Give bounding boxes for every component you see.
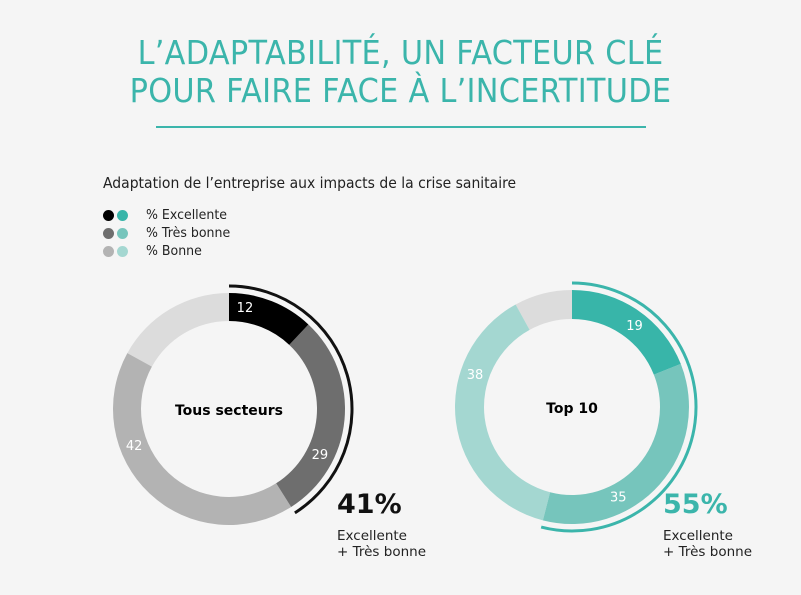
legend-label: % Bonne (146, 243, 202, 259)
segment-value-label: 38 (467, 368, 484, 383)
highlight-value-top-10: 55% (663, 489, 728, 520)
caption-line: Excellente (337, 528, 407, 544)
caption-line: + Très bonne (663, 544, 752, 560)
legend-dot-icon (117, 245, 128, 257)
legend-item-excellente: % Excellente (103, 206, 237, 224)
legend-item-tres-bonne: % Très bonne (103, 224, 237, 242)
caption-line: Excellente (663, 528, 733, 544)
legend-dot-icon (117, 209, 128, 221)
segment-autre (127, 293, 229, 367)
page-title: L’ADAPTABILITÉ, UN FACTEUR CLÉ POUR FAIR… (32, 34, 769, 110)
title-line-1: L’ADAPTABILITÉ, UN FACTEUR CLÉ (137, 33, 664, 72)
segment-tres-bonne (276, 324, 345, 507)
legend-dot-icon (103, 245, 114, 257)
legend-dot-icon (103, 227, 114, 239)
legend-item-bonne: % Bonne (103, 242, 237, 260)
segment-value-label: 42 (126, 439, 143, 454)
title-divider (156, 126, 646, 128)
segment-autre (515, 290, 572, 330)
segment-excellente (229, 293, 309, 345)
legend: % Excellente % Très bonne % Bonne (103, 206, 237, 260)
donut-tous-secteurs: Tous secteurs 12 29 42 (112, 284, 354, 525)
highlight-caption-tous-secteurs: Excellente + Très bonne (337, 528, 426, 560)
highlight-value-tous-secteurs: 41% (337, 489, 402, 520)
segment-bonne (455, 304, 551, 521)
title-line-2: POUR FAIRE FACE À L’INCERTITUDE (129, 71, 672, 110)
highlight-caption-top-10: Excellente + Très bonne (663, 528, 752, 560)
legend-dot-icon (103, 209, 114, 221)
segment-excellente (572, 290, 681, 375)
segment-value-label: 12 (237, 301, 254, 316)
donut-center-label: Top 10 (546, 401, 598, 417)
segment-bonne (112, 353, 292, 525)
legend-dot-icon (117, 227, 128, 239)
donut-top-10: Top 10 19 35 38 (455, 281, 698, 533)
legend-label: % Très bonne (146, 225, 231, 241)
segment-tres-bonne (542, 363, 690, 524)
segment-value-label: 29 (312, 448, 329, 463)
highlight-arc (540, 281, 698, 533)
legend-label: % Excellente (146, 207, 227, 223)
chart-subtitle: Adaptation de l’entreprise aux impacts d… (103, 174, 517, 192)
highlight-arc (228, 284, 354, 515)
segment-value-label: 35 (610, 490, 627, 505)
donut-center-label: Tous secteurs (175, 403, 283, 419)
segment-value-label: 19 (626, 319, 643, 334)
caption-line: + Très bonne (337, 544, 426, 560)
